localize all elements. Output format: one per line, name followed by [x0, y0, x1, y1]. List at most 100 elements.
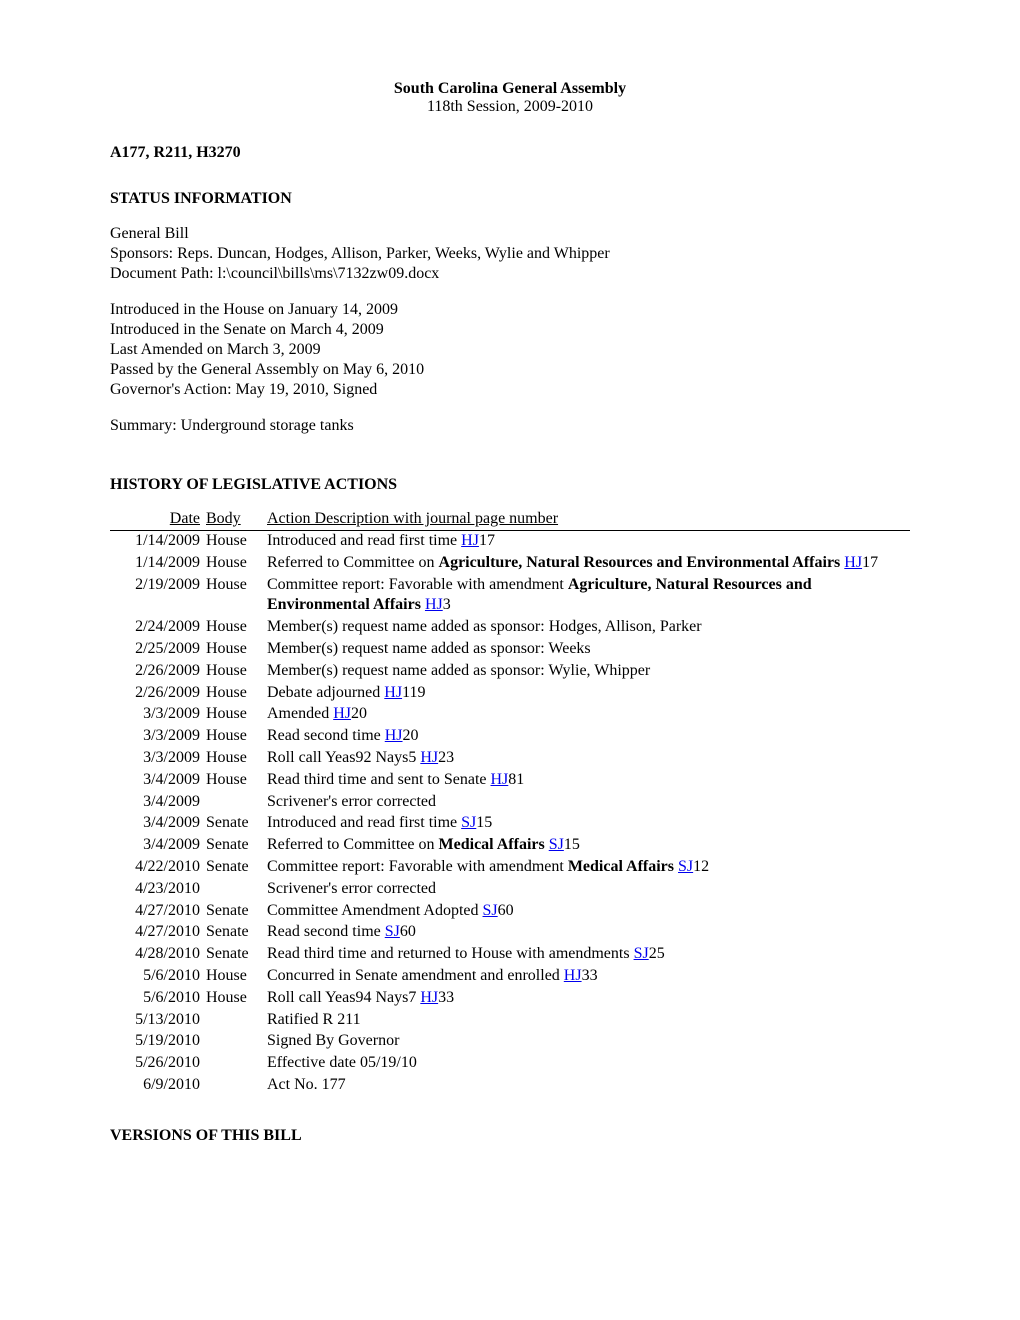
action-date: 5/26/2010 — [110, 1053, 206, 1075]
table-row: 3/3/2009HouseRead second time HJ20 — [110, 726, 910, 748]
bold-text: Medical Affairs — [439, 836, 545, 853]
action-date: 4/27/2010 — [110, 922, 206, 944]
action-description: Ratified R 211 — [267, 1010, 910, 1032]
action-description: Member(s) request name added as sponsor:… — [267, 617, 910, 639]
intro-line: Governor's Action: May 19, 2010, Signed — [110, 380, 910, 400]
action-date: 6/9/2010 — [110, 1075, 206, 1097]
action-date: 1/14/2009 — [110, 553, 206, 575]
action-description: Member(s) request name added as sponsor:… — [267, 661, 910, 683]
intro-line: Last Amended on March 3, 2009 — [110, 340, 910, 360]
action-date: 2/24/2009 — [110, 617, 206, 639]
action-body: Senate — [206, 901, 267, 923]
action-description: Act No. 177 — [267, 1075, 910, 1097]
col-action: Action Description with journal page num… — [267, 510, 910, 531]
action-description: Read third time and sent to Senate HJ81 — [267, 770, 910, 792]
bill-reference: A177, R211, H3270 — [110, 144, 910, 162]
table-row: 5/26/2010Effective date 05/19/10 — [110, 1053, 910, 1075]
journal-link[interactable]: HJ — [333, 705, 351, 722]
status-line: General Bill — [110, 224, 910, 244]
journal-link[interactable]: SJ — [385, 923, 400, 940]
action-date: 2/19/2009 — [110, 575, 206, 618]
action-date: 4/23/2010 — [110, 879, 206, 901]
intro-line: Passed by the General Assembly on May 6,… — [110, 360, 910, 380]
action-body — [206, 792, 267, 814]
table-row: 1/14/2009HouseReferred to Committee on A… — [110, 553, 910, 575]
action-date: 5/6/2010 — [110, 988, 206, 1010]
action-date: 3/4/2009 — [110, 835, 206, 857]
action-description: Introduced and read first time HJ17 — [267, 531, 910, 553]
action-date: 3/3/2009 — [110, 748, 206, 770]
status-line: Document Path: l:\council\bills\ms\7132z… — [110, 264, 910, 284]
action-date: 2/26/2009 — [110, 683, 206, 705]
journal-link[interactable]: HJ — [385, 727, 403, 744]
action-date: 4/27/2010 — [110, 901, 206, 923]
action-body: Senate — [206, 857, 267, 879]
table-row: 4/27/2010SenateCommittee Amendment Adopt… — [110, 901, 910, 923]
status-line: Sponsors: Reps. Duncan, Hodges, Allison,… — [110, 244, 910, 264]
journal-link[interactable]: SJ — [461, 814, 476, 831]
action-date: 3/3/2009 — [110, 726, 206, 748]
action-body: House — [206, 661, 267, 683]
action-date: 4/22/2010 — [110, 857, 206, 879]
action-body: House — [206, 575, 267, 618]
action-body: Senate — [206, 813, 267, 835]
action-body — [206, 1075, 267, 1097]
journal-link[interactable]: HJ — [844, 554, 862, 571]
action-body: House — [206, 531, 267, 553]
action-description: Debate adjourned HJ119 — [267, 683, 910, 705]
journal-link[interactable]: SJ — [483, 902, 498, 919]
action-description: Introduced and read first time SJ15 — [267, 813, 910, 835]
action-date: 1/14/2009 — [110, 531, 206, 553]
action-description: Roll call Yeas92 Nays5 HJ23 — [267, 748, 910, 770]
action-body: Senate — [206, 944, 267, 966]
col-date: Date — [110, 510, 206, 531]
action-body — [206, 1010, 267, 1032]
action-body — [206, 879, 267, 901]
action-body: Senate — [206, 835, 267, 857]
table-row: 2/25/2009HouseMember(s) request name add… — [110, 639, 910, 661]
table-row: 2/26/2009HouseDebate adjourned HJ119 — [110, 683, 910, 705]
table-row: 3/3/2009HouseAmended HJ20 — [110, 704, 910, 726]
action-body: House — [206, 683, 267, 705]
action-body: House — [206, 617, 267, 639]
action-body: House — [206, 988, 267, 1010]
status-heading: STATUS INFORMATION — [110, 190, 910, 208]
table-row: 3/4/2009SenateIntroduced and read first … — [110, 813, 910, 835]
intro-line: Introduced in the House on January 14, 2… — [110, 300, 910, 320]
journal-link[interactable]: HJ — [420, 749, 438, 766]
journal-link[interactable]: HJ — [461, 532, 479, 549]
table-row: 3/4/2009Scrivener's error corrected — [110, 792, 910, 814]
journal-link[interactable]: HJ — [420, 989, 438, 1006]
journal-link[interactable]: SJ — [678, 858, 693, 875]
table-row: 1/14/2009HouseIntroduced and read first … — [110, 531, 910, 553]
bold-text: Medical Affairs — [568, 858, 674, 875]
journal-link[interactable]: HJ — [564, 967, 582, 984]
page-title: South Carolina General Assembly — [394, 80, 626, 97]
table-row: 5/13/2010 Ratified R 211 — [110, 1010, 910, 1032]
action-description: Amended HJ20 — [267, 704, 910, 726]
table-row: 2/19/2009HouseCommittee report: Favorabl… — [110, 575, 910, 618]
journal-link[interactable]: SJ — [634, 945, 649, 962]
col-body: Body — [206, 510, 267, 531]
action-body: House — [206, 770, 267, 792]
table-row: 5/19/2010Signed By Governor — [110, 1031, 910, 1053]
table-row: 5/6/2010HouseRoll call Yeas94 Nays7 HJ33 — [110, 988, 910, 1010]
action-description: Read second time HJ20 — [267, 726, 910, 748]
status-block: General BillSponsors: Reps. Duncan, Hodg… — [110, 224, 910, 284]
action-body: Senate — [206, 922, 267, 944]
journal-link[interactable]: HJ — [384, 684, 402, 701]
action-body: House — [206, 726, 267, 748]
action-date: 4/28/2010 — [110, 944, 206, 966]
journal-link[interactable]: SJ — [549, 836, 564, 853]
action-description: Signed By Governor — [267, 1031, 910, 1053]
journal-link[interactable]: HJ — [491, 771, 509, 788]
action-description: Committee Amendment Adopted SJ60 — [267, 901, 910, 923]
action-description: Referred to Committee on Medical Affairs… — [267, 835, 910, 857]
table-row: 4/27/2010SenateRead second time SJ60 — [110, 922, 910, 944]
action-date: 3/4/2009 — [110, 770, 206, 792]
action-date: 5/13/2010 — [110, 1010, 206, 1032]
actions-table: Date Body Action Description with journa… — [110, 510, 910, 1097]
journal-link[interactable]: HJ — [425, 596, 443, 613]
action-description: Concurred in Senate amendment and enroll… — [267, 966, 910, 988]
action-body — [206, 1053, 267, 1075]
